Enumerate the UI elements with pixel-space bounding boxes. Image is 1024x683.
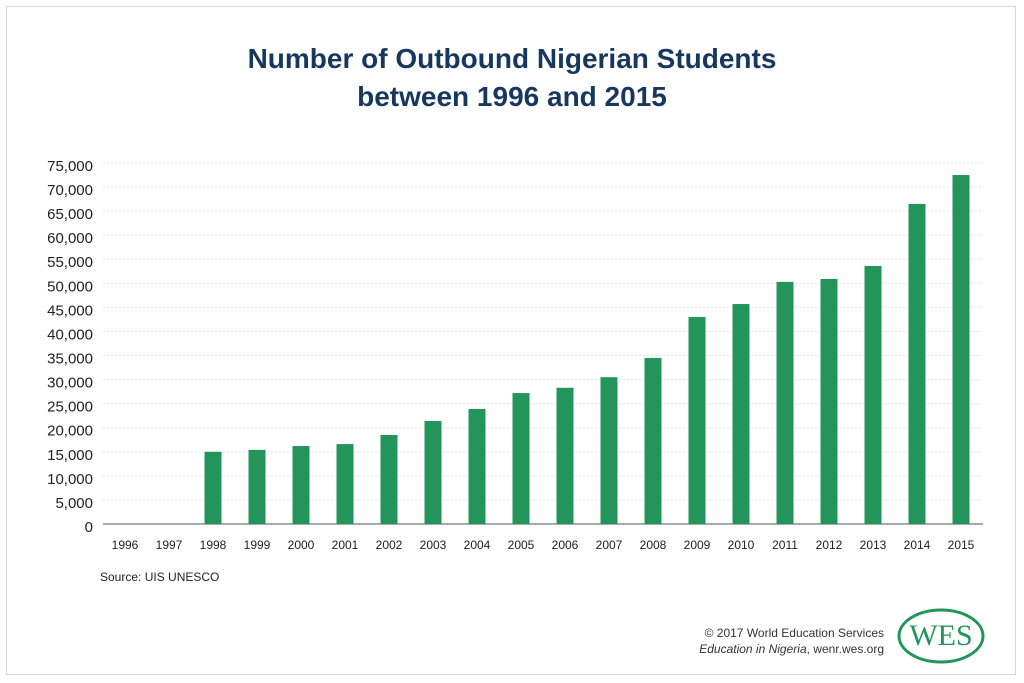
x-tick-label: 2006 xyxy=(552,538,579,552)
y-tick-label: 55,000 xyxy=(47,254,93,271)
x-tick-label: 2000 xyxy=(288,538,315,552)
y-tick-label: 0 xyxy=(85,519,93,536)
bar xyxy=(424,420,442,524)
bar xyxy=(512,393,530,524)
x-tick-label: 2015 xyxy=(948,538,975,552)
chart-title: Number of Outbound Nigerian Students bet… xyxy=(247,43,777,112)
x-tick-label: 2008 xyxy=(640,538,667,552)
bar xyxy=(688,317,706,524)
x-tick-label: 1997 xyxy=(156,538,183,552)
x-tick-label: 2001 xyxy=(332,538,359,552)
bar xyxy=(468,408,486,524)
x-tick-label: 2011 xyxy=(772,538,798,552)
bar xyxy=(952,175,970,525)
bar xyxy=(776,281,794,524)
bar xyxy=(380,434,398,524)
x-tick-label: 2012 xyxy=(816,538,843,552)
publication: Education in Nigeria xyxy=(699,642,807,656)
x-tick-label: 1996 xyxy=(112,538,139,552)
x-tick-label: 2004 xyxy=(464,538,491,552)
site: , wenr.wes.org xyxy=(806,642,884,656)
y-tick-label: 10,000 xyxy=(47,471,93,488)
y-tick-label: 45,000 xyxy=(47,302,93,319)
bar xyxy=(600,377,618,524)
y-tick-label: 15,000 xyxy=(47,447,93,464)
bar xyxy=(732,304,750,524)
y-tick-label: 65,000 xyxy=(47,206,93,223)
y-tick-label: 50,000 xyxy=(47,278,93,295)
x-tick-label: 1998 xyxy=(200,538,227,552)
bar xyxy=(820,279,838,524)
bar xyxy=(908,203,926,524)
x-tick-label: 2003 xyxy=(420,538,447,552)
y-tick-label: 70,000 xyxy=(47,182,93,199)
y-tick-label: 25,000 xyxy=(47,399,93,416)
y-tick-label: 75,000 xyxy=(47,158,93,175)
publication-line: Education in Nigeria, wenr.wes.org xyxy=(699,642,884,656)
bar xyxy=(248,449,266,524)
y-tick-label: 30,000 xyxy=(47,375,93,392)
bar xyxy=(292,446,310,524)
x-tick-label: 2002 xyxy=(376,538,403,552)
bar xyxy=(336,444,354,524)
frame xyxy=(6,6,1016,675)
y-tick-label: 20,000 xyxy=(47,423,93,440)
x-tick-label: 2007 xyxy=(596,538,623,552)
bar xyxy=(864,266,882,524)
x-tick-label: 2010 xyxy=(728,538,755,552)
bar xyxy=(556,387,574,524)
bar xyxy=(204,451,222,524)
source: Source: UIS UNESCO xyxy=(100,570,219,584)
logo: WES xyxy=(909,619,972,652)
x-tick-label: 2005 xyxy=(508,538,535,552)
y-tick-label: 40,000 xyxy=(47,326,93,343)
x-tick-label: 2013 xyxy=(860,538,887,552)
x-tick-label: 2014 xyxy=(904,538,931,552)
bar xyxy=(644,357,662,524)
logo-ring xyxy=(897,608,985,664)
y-tick-label: 5,000 xyxy=(55,495,93,512)
x-tick-label: 1999 xyxy=(244,538,271,552)
y-tick-label: 60,000 xyxy=(47,230,93,247)
y-tick-label: 35,000 xyxy=(47,351,93,368)
copyright: © 2017 World Education Services xyxy=(704,626,884,640)
x-tick-label: 2009 xyxy=(684,538,711,552)
